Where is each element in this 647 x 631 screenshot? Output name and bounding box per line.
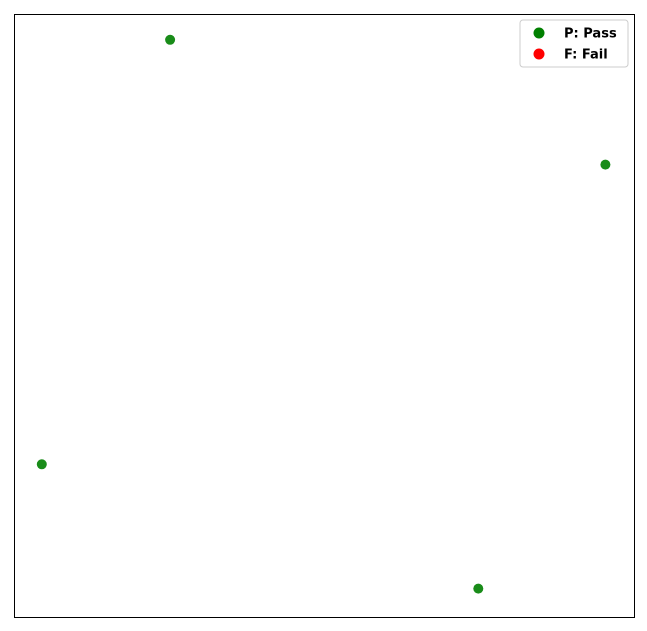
- data-point-series-0-3: [473, 583, 484, 594]
- legend-label-pass: P: Pass: [564, 27, 617, 42]
- legend: P: Pass F: Fail: [519, 19, 629, 68]
- legend-marker-pass: [533, 27, 545, 39]
- data-point-series-0-2: [36, 459, 47, 470]
- data-point-series-0-1: [600, 159, 611, 170]
- legend-box: [519, 19, 629, 68]
- data-point-series-0-0: [165, 34, 176, 45]
- data-points: [36, 34, 611, 594]
- plot-area-frame: [14, 14, 635, 618]
- legend-marker-fail: [533, 48, 545, 60]
- legend-label-fail: F: Fail: [564, 48, 608, 63]
